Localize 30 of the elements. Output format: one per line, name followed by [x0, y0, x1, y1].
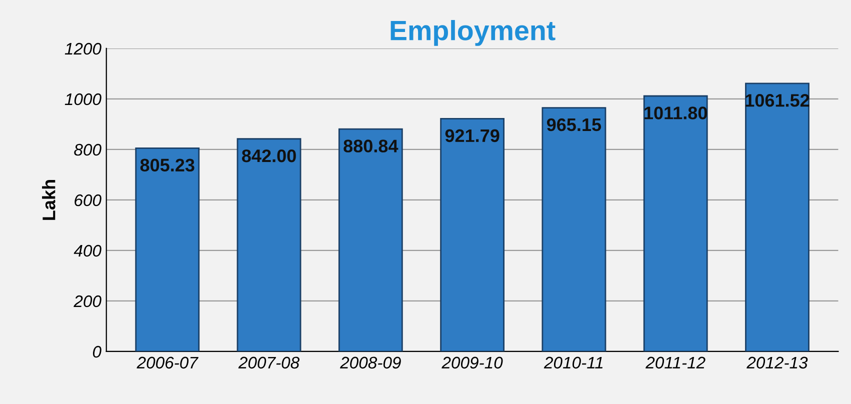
data-label: 842.00: [242, 149, 296, 162]
y-tick-label: 1200: [64, 42, 102, 55]
y-tick-label: 0: [92, 346, 102, 358]
y-tick-label: 600: [74, 194, 102, 206]
chart-title: Employment: [390, 20, 556, 46]
y-tick-label: 800: [74, 144, 102, 156]
x-tick-label: 2008-09: [340, 356, 401, 369]
y-axis-title: Lakh: [42, 180, 56, 220]
bar: [745, 82, 810, 352]
x-tick-label: 2007-08: [238, 356, 300, 369]
bar: [135, 147, 200, 352]
data-label: 1011.80: [644, 106, 707, 120]
data-label: 1061.52: [746, 94, 810, 107]
data-label: 965.15: [546, 118, 602, 132]
y-tick-label: 1000: [64, 93, 102, 106]
bar: [236, 138, 302, 352]
x-tick-label: 2011-12: [646, 356, 706, 369]
y-tick-label: 400: [74, 244, 102, 257]
bar: [643, 95, 708, 352]
data-label: 805.23: [140, 158, 194, 172]
data-label: 880.84: [344, 140, 398, 152]
x-tick-label: 2012-13: [746, 356, 808, 369]
x-tick-label: 2006-07: [136, 356, 198, 369]
x-tick-label: 2010-11: [544, 356, 603, 369]
bar: [338, 128, 403, 352]
x-tick-label: 2009-10: [442, 356, 503, 369]
y-tick-label: 200: [74, 295, 102, 308]
bar: [440, 118, 505, 352]
data-label: 921.79: [445, 129, 500, 142]
bar: [542, 107, 606, 352]
